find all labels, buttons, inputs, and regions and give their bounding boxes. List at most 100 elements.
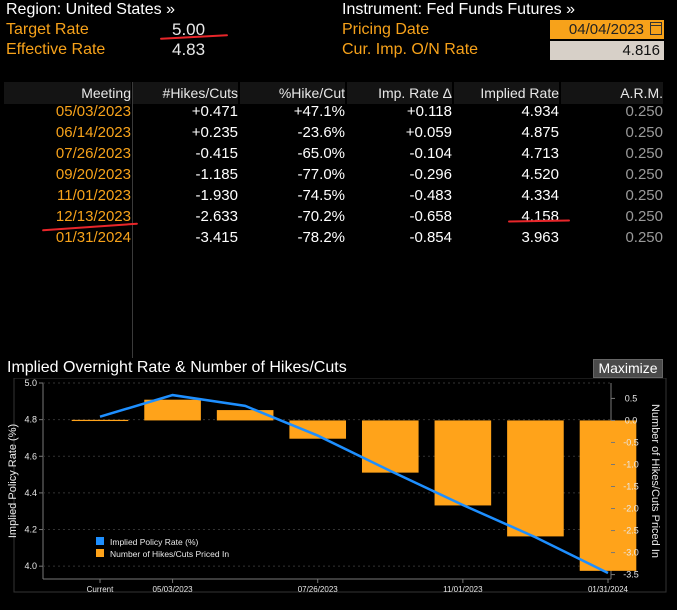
cell-pct: -77.0% xyxy=(297,166,345,183)
col-header-delta[interactable]: Imp. Rate Δ xyxy=(347,82,452,104)
cell-arm: 0.250 xyxy=(625,208,663,225)
col-header-arm[interactable]: A.R.M. xyxy=(561,82,663,104)
x-tick-label: 01/31/2024 xyxy=(588,585,629,594)
cell-meeting: 12/13/2023 xyxy=(55,208,131,225)
cell-hikes: -1.185 xyxy=(195,166,238,183)
right-tick-label: -1.5 xyxy=(623,482,639,492)
table-row[interactable]: 09/20/2023 -1.185 -77.0% -0.296 4.520 0.… xyxy=(4,164,667,185)
cell-hikes: -0.415 xyxy=(195,145,238,162)
right-tick-label: -1.0 xyxy=(623,459,639,469)
x-tick-label: 11/01/2023 xyxy=(443,585,483,594)
cell-hikes: +0.235 xyxy=(191,124,238,141)
cell-meeting: 07/26/2023 xyxy=(55,145,131,162)
right-tick-label: -3.0 xyxy=(623,548,639,558)
effective-rate-label: Effective Rate xyxy=(6,41,106,58)
y-axis-right-label: Number of Hikes/Cuts Priced In xyxy=(649,404,661,558)
right-tick-label: -0.5 xyxy=(623,437,639,447)
x-tick-label: Current xyxy=(87,585,114,594)
table-row[interactable]: 05/03/2023 +0.471 +47.1% +0.118 4.934 0.… xyxy=(4,101,667,122)
bar-hikes-cuts xyxy=(361,420,419,473)
cell-meeting: 06/14/2023 xyxy=(55,124,131,141)
cell-arm: 0.250 xyxy=(625,166,663,183)
cell-meeting: 05/03/2023 xyxy=(55,103,131,120)
legend-box xyxy=(90,533,250,563)
table-row[interactable]: 07/26/2023 -0.415 -65.0% -0.104 4.713 0.… xyxy=(4,143,667,164)
cell-delta: +0.118 xyxy=(406,103,452,120)
cell-pct: -74.5% xyxy=(297,187,345,204)
cell-pct: +47.1% xyxy=(293,103,345,120)
bar-hikes-cuts xyxy=(216,410,274,421)
pricing-date-input[interactable]: 04/04/2023 xyxy=(550,20,664,39)
cell-delta: -0.658 xyxy=(409,208,452,225)
left-tick-label: 4.4 xyxy=(24,488,37,498)
column-divider xyxy=(132,82,133,358)
target-rate-label: Target Rate xyxy=(6,21,89,38)
right-axis-ticks: -3.5 -3.0 -2.5 -2.0 -1.5 -1.0 -0.5 0.0 0.5 xyxy=(611,393,639,580)
right-tick-label: 0.0 xyxy=(625,415,638,425)
effective-rate-value: 4.83 xyxy=(172,40,206,59)
legend-label-bar: Number of Hikes/Cuts Priced In xyxy=(110,549,229,559)
cell-implied: 4.520 xyxy=(521,166,559,183)
implied-rate-chart: 4.04.24.44.64.85.0 -3.5-3.0-2.5-2.0-1.5-… xyxy=(7,378,667,594)
bar-series xyxy=(71,399,637,571)
legend-label-line: Implied Policy Rate (%) xyxy=(110,537,199,547)
region-selector[interactable]: Region: United States » xyxy=(6,1,175,18)
table-row[interactable]: 01/31/2024 -3.415 -78.2% -0.854 3.963 0.… xyxy=(4,227,667,248)
cell-delta: -0.104 xyxy=(409,145,452,162)
cell-implied: 4.875 xyxy=(521,124,559,141)
left-axis-ticks: 4.0 4.2 4.4 4.6 4.8 5.0 xyxy=(24,378,43,571)
left-tick-label: 4.8 xyxy=(24,415,37,425)
imp-rate-field: 4.816 xyxy=(550,41,664,60)
cell-meeting: 01/31/2024 xyxy=(55,229,131,246)
cell-hikes: -3.415 xyxy=(195,229,238,246)
calendar-icon[interactable] xyxy=(650,22,662,35)
table-row[interactable]: 12/13/2023 -2.633 -70.2% -0.658 4.158 0.… xyxy=(4,206,667,227)
col-header-hikes[interactable]: #Hikes/Cuts xyxy=(133,82,238,104)
cell-pct: -23.6% xyxy=(297,124,345,141)
bar-hikes-cuts xyxy=(289,420,347,439)
right-tick-label: -2.0 xyxy=(623,504,639,514)
bar-hikes-cuts xyxy=(434,420,492,506)
left-tick-label: 4.0 xyxy=(24,561,37,571)
pricing-date-label: Pricing Date xyxy=(342,21,430,38)
table-row[interactable]: 11/01/2023 -1.930 -74.5% -0.483 4.334 0.… xyxy=(4,185,667,206)
x-axis-ticks: Current 05/03/2023 07/26/2023 11/01/2023 01/… xyxy=(87,579,629,594)
imp-rate-label: Cur. Imp. O/N Rate xyxy=(342,41,479,58)
cell-arm: 0.250 xyxy=(625,103,663,120)
legend-swatch-bar xyxy=(96,549,104,557)
x-tick-label: 05/03/2023 xyxy=(153,585,194,594)
cell-hikes: +0.471 xyxy=(191,103,238,120)
cell-implied: 4.158 xyxy=(521,208,559,225)
x-tick-label: 07/26/2023 xyxy=(298,585,339,594)
cell-meeting: 11/01/2023 xyxy=(57,187,131,204)
instrument-selector[interactable]: Instrument: Fed Funds Futures » xyxy=(342,1,575,18)
bar-hikes-cuts xyxy=(507,420,564,537)
table-row[interactable]: 06/14/2023 +0.235 -23.6% +0.059 4.875 0.… xyxy=(4,122,667,143)
cell-delta: -0.483 xyxy=(409,187,452,204)
chart-title: Implied Overnight Rate & Number of Hikes… xyxy=(7,359,347,376)
cell-pct: -70.2% xyxy=(297,208,345,225)
chart-legend: Implied Policy Rate (%) Number of Hikes/… xyxy=(90,533,250,563)
cell-delta: +0.059 xyxy=(405,124,452,141)
col-header-pct[interactable]: %Hike/Cut xyxy=(240,82,345,104)
cell-implied: 4.334 xyxy=(521,187,559,204)
cell-implied: 4.713 xyxy=(521,145,559,162)
left-tick-label: 5.0 xyxy=(24,378,37,388)
bar-hikes-cuts xyxy=(579,420,637,571)
cell-pct: -65.0% xyxy=(297,145,345,162)
right-tick-label: 0.5 xyxy=(625,393,638,403)
bar-hikes-cuts xyxy=(71,419,129,422)
cell-arm: 0.250 xyxy=(625,145,663,162)
cell-delta: -0.296 xyxy=(409,166,452,183)
col-header-implied[interactable]: Implied Rate xyxy=(454,82,559,104)
y-axis-label: Implied Policy Rate (%) xyxy=(7,424,19,538)
cell-delta: -0.854 xyxy=(409,229,452,246)
cell-implied: 4.934 xyxy=(521,103,559,120)
target-rate-value: 5.00 xyxy=(172,20,206,39)
maximize-button[interactable]: Maximize xyxy=(593,359,663,378)
bar-hikes-cuts xyxy=(144,399,201,421)
right-tick-label: -2.5 xyxy=(623,526,639,536)
cell-arm: 0.250 xyxy=(625,124,663,141)
col-header-meeting[interactable]: Meeting xyxy=(4,82,131,104)
left-tick-label: 4.6 xyxy=(24,451,37,461)
